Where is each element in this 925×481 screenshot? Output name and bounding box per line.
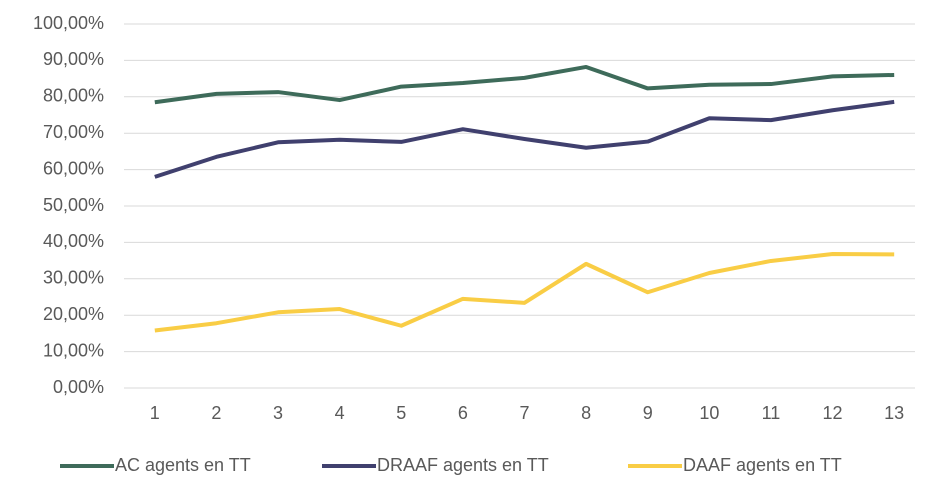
y-tick-label: 70,00% bbox=[43, 122, 104, 142]
legend-label: DAAF agents en TT bbox=[683, 455, 842, 475]
series-line bbox=[154, 64, 895, 105]
x-tick-label: 3 bbox=[273, 403, 283, 423]
x-tick-label: 4 bbox=[335, 403, 345, 423]
x-tick-label: 5 bbox=[396, 403, 406, 423]
x-tick-label: 11 bbox=[762, 403, 781, 423]
x-tick-label: 6 bbox=[458, 403, 468, 423]
legend-label: AC agents en TT bbox=[115, 455, 251, 475]
x-tick-label: 7 bbox=[519, 403, 529, 423]
y-tick-label: 100,00% bbox=[33, 13, 104, 33]
x-tick-label: 2 bbox=[211, 403, 221, 423]
x-tick-label: 10 bbox=[699, 403, 719, 423]
legend-label: DRAAF agents en TT bbox=[377, 455, 549, 475]
x-tick-label: 13 bbox=[884, 403, 904, 423]
x-tick-label: 9 bbox=[643, 403, 653, 423]
y-tick-label: 0,00% bbox=[53, 377, 104, 397]
y-tick-label: 10,00% bbox=[43, 340, 104, 360]
series-line bbox=[154, 252, 895, 333]
series-line bbox=[154, 99, 895, 179]
y-tick-label: 80,00% bbox=[43, 86, 104, 106]
y-tick-label: 30,00% bbox=[43, 268, 104, 288]
x-tick-label: 8 bbox=[581, 403, 591, 423]
y-tick-label: 20,00% bbox=[43, 304, 104, 324]
x-tick-label: 1 bbox=[150, 403, 160, 423]
y-tick-label: 90,00% bbox=[43, 49, 104, 69]
y-tick-label: 50,00% bbox=[43, 195, 104, 215]
y-tick-label: 40,00% bbox=[43, 231, 104, 251]
y-tick-label: 60,00% bbox=[43, 158, 104, 178]
x-tick-label: 12 bbox=[823, 403, 843, 423]
